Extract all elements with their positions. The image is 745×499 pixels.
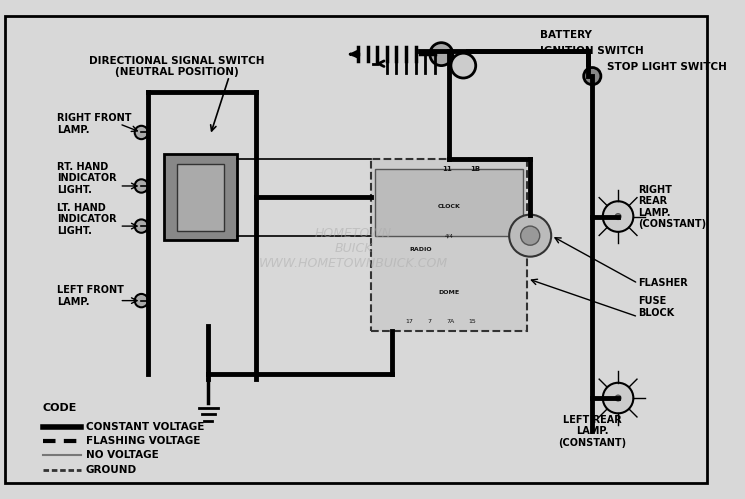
Circle shape xyxy=(430,43,453,65)
Text: 4/4: 4/4 xyxy=(445,233,454,238)
Circle shape xyxy=(135,126,148,139)
Circle shape xyxy=(603,383,633,413)
Circle shape xyxy=(615,395,621,401)
Text: 11: 11 xyxy=(443,166,452,172)
Circle shape xyxy=(603,201,633,232)
Text: RIGHT FRONT
LAMP.: RIGHT FRONT LAMP. xyxy=(57,113,132,135)
Text: BATTERY: BATTERY xyxy=(539,30,592,40)
Text: RT. HAND
INDICATOR
LIGHT.: RT. HAND INDICATOR LIGHT. xyxy=(57,162,117,195)
Text: RADIO: RADIO xyxy=(409,248,431,252)
Circle shape xyxy=(521,226,539,245)
Text: 17: 17 xyxy=(405,319,413,324)
Text: 7A: 7A xyxy=(447,319,455,324)
Circle shape xyxy=(615,214,621,220)
Text: 15: 15 xyxy=(468,319,476,324)
Text: STOP LIGHT SWITCH: STOP LIGHT SWITCH xyxy=(606,61,726,71)
Text: 1B: 1B xyxy=(471,166,481,172)
Text: FLASHER: FLASHER xyxy=(638,278,688,288)
Circle shape xyxy=(509,215,551,256)
Bar xyxy=(177,164,224,231)
Text: DOME: DOME xyxy=(438,290,460,295)
Circle shape xyxy=(135,294,148,307)
Bar xyxy=(371,159,527,331)
Text: HOMETOWN
BUICK
WWW.HOMETOWNBUICK.COM: HOMETOWN BUICK WWW.HOMETOWNBUICK.COM xyxy=(259,227,448,269)
Text: CODE: CODE xyxy=(43,403,77,413)
Text: LEFT FRONT
LAMP.: LEFT FRONT LAMP. xyxy=(57,285,124,306)
Bar xyxy=(165,155,237,241)
Circle shape xyxy=(135,179,148,193)
Text: CONSTANT VOLTAGE: CONSTANT VOLTAGE xyxy=(86,422,204,432)
Text: LEFT REAR
LAMP.
(CONSTANT): LEFT REAR LAMP. (CONSTANT) xyxy=(558,415,627,448)
Text: 7: 7 xyxy=(428,319,432,324)
Text: LT. HAND
INDICATOR
LIGHT.: LT. HAND INDICATOR LIGHT. xyxy=(57,203,117,236)
Text: DIRECTIONAL SIGNAL SWITCH
(NEUTRAL POSITION): DIRECTIONAL SIGNAL SWITCH (NEUTRAL POSIT… xyxy=(89,56,264,77)
Text: CLOCK: CLOCK xyxy=(437,205,460,210)
Text: IGNITION SWITCH: IGNITION SWITCH xyxy=(539,46,644,56)
Circle shape xyxy=(583,67,601,85)
Circle shape xyxy=(135,220,148,233)
Text: NO VOLTAGE: NO VOLTAGE xyxy=(86,451,159,461)
Bar xyxy=(375,169,522,236)
Text: FLASHING VOLTAGE: FLASHING VOLTAGE xyxy=(86,436,200,446)
Text: GROUND: GROUND xyxy=(86,465,137,475)
Circle shape xyxy=(451,53,476,78)
Text: FUSE
BLOCK: FUSE BLOCK xyxy=(638,296,674,318)
Text: RIGHT
REAR
LAMP.
(CONSTANT): RIGHT REAR LAMP. (CONSTANT) xyxy=(638,185,706,230)
